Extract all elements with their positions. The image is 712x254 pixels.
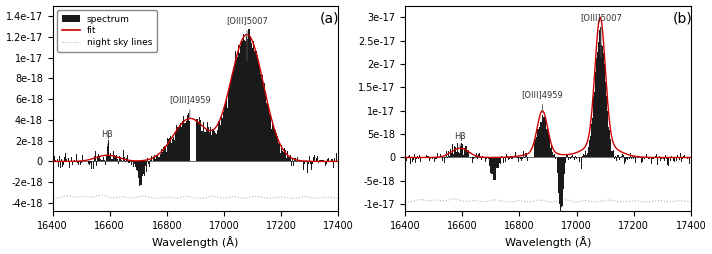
Text: Hβ: Hβ <box>102 130 113 145</box>
Text: (b): (b) <box>672 12 692 26</box>
X-axis label: Wavelength (Å): Wavelength (Å) <box>505 236 591 248</box>
Legend: spectrum, fit, night sky lines: spectrum, fit, night sky lines <box>57 10 157 52</box>
Text: [OIII]4959: [OIII]4959 <box>521 90 563 113</box>
Text: [OIII]5007: [OIII]5007 <box>580 13 622 57</box>
X-axis label: Wavelength (Å): Wavelength (Å) <box>152 236 239 248</box>
Text: [OIII]4959: [OIII]4959 <box>169 95 211 118</box>
Text: (a): (a) <box>320 12 340 26</box>
Text: [OIII]5007: [OIII]5007 <box>226 16 268 61</box>
Text: Hβ: Hβ <box>454 132 466 146</box>
